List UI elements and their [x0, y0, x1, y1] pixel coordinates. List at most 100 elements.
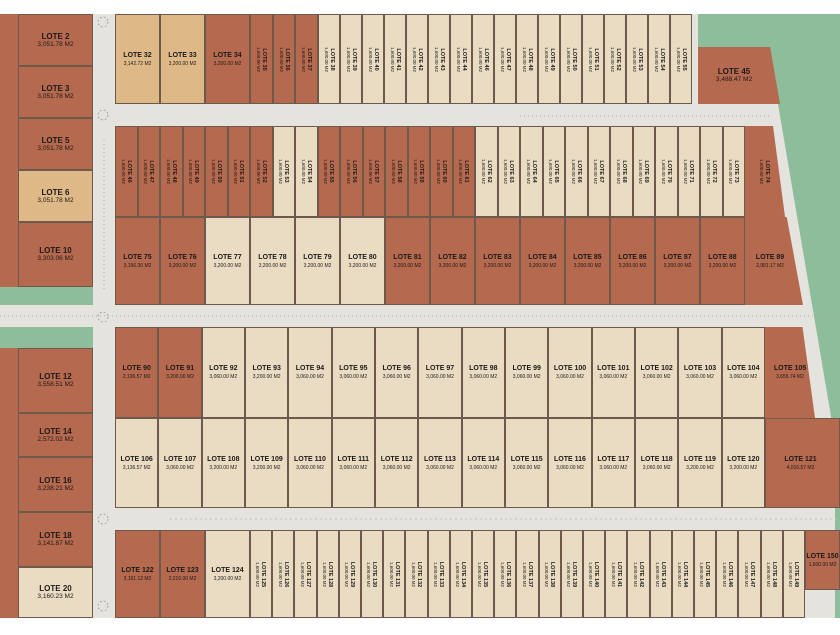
lot-lote-70[interactable]: LOTE 70 1,600.00 M2 [655, 126, 678, 217]
lot-lote-120[interactable]: LOTE 120 3,200.00 M2 [721, 418, 765, 508]
lot-lote-132[interactable]: LOTE 132 1,600.00 M2 [405, 530, 428, 618]
lot-lote-99[interactable]: LOTE 99 3,060.00 M2 [505, 327, 549, 418]
lot-lote-144[interactable]: LOTE 144 1,600.00 M2 [671, 530, 694, 618]
lot-lote-56[interactable]: LOTE 56 1,600.00 M2 [340, 126, 363, 217]
lot-lote-58[interactable]: LOTE 58 1,600.00 M2 [385, 126, 408, 217]
lot-lote-142[interactable]: LOTE 142 1,600.00 M2 [627, 530, 650, 618]
lot-lote-103[interactable]: LOTE 103 3,060.00 M2 [678, 327, 722, 418]
lot-lote-129[interactable]: LOTE 129 1,600.00 M2 [338, 530, 361, 618]
lot-lote-130[interactable]: LOTE 130 1,600.00 M2 [361, 530, 384, 618]
lot-lote-63[interactable]: LOTE 63 1,600.00 M2 [497, 126, 520, 217]
lot-lote-150[interactable]: LOTE 150 1,600.00 M2 [805, 530, 840, 590]
lot-lote-61[interactable]: LOTE 61 1,600.00 M2 [452, 126, 475, 217]
lot-lote-49[interactable]: LOTE 49 1,600.00 M2 [182, 126, 205, 217]
lot-lote-39[interactable]: LOTE 39 1,600.00 M2 [340, 14, 363, 104]
lot-lote-91[interactable]: LOTE 91 3,200.00 M2 [158, 327, 202, 418]
lot-lote-133[interactable]: LOTE 133 1,600.00 M2 [427, 530, 450, 618]
lot-lote-45[interactable]: LOTE 45 3,488.47 M2 [698, 47, 780, 104]
lot-lote-104[interactable]: LOTE 104 3,060.00 M2 [721, 327, 765, 418]
lot-lote-14[interactable]: LOTE 14 2,572.02 M2 [18, 413, 93, 457]
lot-lote-135[interactable]: LOTE 135 1,600.00 M2 [472, 530, 495, 618]
lot-lote-55[interactable]: LOTE 55 1,600.00 M2 [670, 14, 693, 104]
lot-lote-80[interactable]: LOTE 80 3,200.00 M2 [340, 217, 385, 305]
lot-lote-5[interactable]: LOTE 5 3,051.78 M2 [18, 118, 93, 170]
lot-lote-50[interactable]: LOTE 50 1,600.00 M2 [560, 14, 583, 104]
lot-lote-53[interactable]: LOTE 53 1,600.00 M2 [626, 14, 649, 104]
lot-lote-95[interactable]: LOTE 95 3,060.00 M2 [331, 327, 375, 418]
lot-lote-83[interactable]: LOTE 83 3,200.00 M2 [475, 217, 520, 305]
lot-lote-100[interactable]: LOTE 100 3,060.00 M2 [548, 327, 592, 418]
lot-lote-86[interactable]: LOTE 86 3,200.00 M2 [610, 217, 655, 305]
lot-lote-122[interactable]: LOTE 122 3,161.12 M2 [115, 530, 160, 618]
lot-lote-33[interactable]: LOTE 33 3,200.00 M2 [160, 14, 205, 104]
lot-lote-43[interactable]: LOTE 43 1,600.00 M2 [428, 14, 451, 104]
lot-lote-62[interactable]: LOTE 62 1,600.00 M2 [475, 126, 498, 217]
lot-lote-82[interactable]: LOTE 82 3,200.00 M2 [430, 217, 475, 305]
lot-lote-53[interactable]: LOTE 53 1,600.00 M2 [272, 126, 295, 217]
lot-lote-114[interactable]: LOTE 114 3,060.00 M2 [461, 418, 505, 508]
lot-lote-128[interactable]: LOTE 128 1,600.00 M2 [316, 530, 339, 618]
lot-lote-64[interactable]: LOTE 64 1,600.00 M2 [520, 126, 543, 217]
lot-lote-67[interactable]: LOTE 67 1,600.00 M2 [587, 126, 610, 217]
lot-lote-65[interactable]: LOTE 65 1,600.00 M2 [542, 126, 565, 217]
lot-lote-6[interactable]: LOTE 6 3,051.78 M2 [18, 170, 93, 222]
lot-lote-16[interactable]: LOTE 16 3,238.21 M2 [18, 457, 93, 512]
lot-lote-139[interactable]: LOTE 139 1,600.00 M2 [560, 530, 583, 618]
lot-lote-32[interactable]: LOTE 32 3,142.72 M2 [115, 14, 160, 104]
lot-lote-143[interactable]: LOTE 143 1,600.00 M2 [649, 530, 672, 618]
lot-lote-121[interactable]: LOTE 121 4,016.57 M2 [765, 418, 840, 508]
lot-lote-116[interactable]: LOTE 116 3,060.00 M2 [548, 418, 592, 508]
lot-lote-46[interactable]: LOTE 46 1,600.00 M2 [472, 14, 495, 104]
lot-lote-2[interactable]: LOTE 2 3,051.78 M2 [18, 14, 93, 66]
lot-lote-42[interactable]: LOTE 42 1,600.00 M2 [406, 14, 429, 104]
lot-lote-37[interactable]: LOTE 37 1,600.00 M2 [295, 14, 319, 104]
lot-lote-119[interactable]: LOTE 119 3,200.00 M2 [678, 418, 722, 508]
lot-lote-147[interactable]: LOTE 147 1,600.00 M2 [738, 530, 761, 618]
lot-lote-141[interactable]: LOTE 141 1,600.00 M2 [605, 530, 628, 618]
lot-lote-52[interactable]: LOTE 52 1,600.00 M2 [250, 126, 273, 217]
lot-lote-125[interactable]: LOTE 125 1,600.00 M2 [250, 530, 273, 618]
lot-lote-102[interactable]: LOTE 102 3,060.00 M2 [635, 327, 679, 418]
lot-lote-77[interactable]: LOTE 77 3,200.00 M2 [205, 217, 250, 305]
lot-lote-124[interactable]: LOTE 124 3,200.00 M2 [205, 530, 250, 618]
lot-lote-12[interactable]: LOTE 12 3,558.51 M2 [18, 348, 93, 413]
lot-lote-48[interactable]: LOTE 48 1,600.00 M2 [516, 14, 539, 104]
lot-lote-146[interactable]: LOTE 146 1,600.00 M2 [716, 530, 739, 618]
lot-lote-35[interactable]: LOTE 35 1,600.00 M2 [250, 14, 273, 104]
lot-lote-73[interactable]: LOTE 73 1,600.00 M2 [722, 126, 745, 217]
lot-lote-36[interactable]: LOTE 36 1,600.00 M2 [272, 14, 296, 104]
lot-lote-136[interactable]: LOTE 136 1,600.00 M2 [494, 530, 517, 618]
lot-lote-76[interactable]: LOTE 76 3,200.00 M2 [160, 217, 205, 305]
lot-lote-46[interactable]: LOTE 46 1,600.00 M2 [115, 126, 138, 217]
lot-lote-118[interactable]: LOTE 118 3,060.00 M2 [635, 418, 679, 508]
lot-lote-110[interactable]: LOTE 110 3,060.00 M2 [288, 418, 332, 508]
lot-lote-107[interactable]: LOTE 107 3,060.00 M2 [158, 418, 202, 508]
lot-lote-52[interactable]: LOTE 52 1,600.00 M2 [604, 14, 627, 104]
lot-lote-38[interactable]: LOTE 38 1,600.00 M2 [318, 14, 341, 104]
lot-lote-117[interactable]: LOTE 117 3,060.00 M2 [591, 418, 635, 508]
lot-lote-93[interactable]: LOTE 93 3,200.00 M2 [245, 327, 289, 418]
lot-lote-55[interactable]: LOTE 55 1,600.00 M2 [317, 126, 340, 217]
lot-lote-140[interactable]: LOTE 140 1,600.00 M2 [583, 530, 606, 618]
lot-lote-90[interactable]: LOTE 90 2,196.57 M2 [115, 327, 159, 418]
lot-lote-81[interactable]: LOTE 81 3,200.00 M2 [385, 217, 430, 305]
lot-lote-72[interactable]: LOTE 72 1,600.00 M2 [700, 126, 723, 217]
lot-lote-41[interactable]: LOTE 41 1,600.00 M2 [384, 14, 407, 104]
lot-lote-48[interactable]: LOTE 48 1,600.00 M2 [160, 126, 183, 217]
lot-lote-106[interactable]: LOTE 106 3,136.57 M2 [115, 418, 159, 508]
lot-lote-131[interactable]: LOTE 131 1,600.00 M2 [383, 530, 406, 618]
lot-lote-79[interactable]: LOTE 79 3,200.00 M2 [295, 217, 340, 305]
lot-lote-51[interactable]: LOTE 51 1,600.00 M2 [227, 126, 250, 217]
lot-lote-92[interactable]: LOTE 92 3,060.00 M2 [201, 327, 245, 418]
lot-lote-40[interactable]: LOTE 40 1,600.00 M2 [362, 14, 385, 104]
lot-lote-88[interactable]: LOTE 88 3,200.00 M2 [700, 217, 745, 305]
lot-lote-54[interactable]: LOTE 54 1,600.00 M2 [648, 14, 671, 104]
lot-lote-34[interactable]: LOTE 34 3,200.00 M2 [205, 14, 250, 104]
lot-lote-57[interactable]: LOTE 57 1,600.00 M2 [362, 126, 385, 217]
lot-lote-149[interactable]: LOTE 149 1,600.00 M2 [782, 530, 805, 618]
lot-lote-148[interactable]: LOTE 148 1,600.00 M2 [760, 530, 783, 618]
lot-lote-145[interactable]: LOTE 145 1,600.00 M2 [694, 530, 717, 618]
lot-lote-98[interactable]: LOTE 98 3,060.00 M2 [461, 327, 505, 418]
lot-lote-96[interactable]: LOTE 96 3,060.00 M2 [375, 327, 419, 418]
lot-lote-127[interactable]: LOTE 127 1,600.00 M2 [294, 530, 317, 618]
